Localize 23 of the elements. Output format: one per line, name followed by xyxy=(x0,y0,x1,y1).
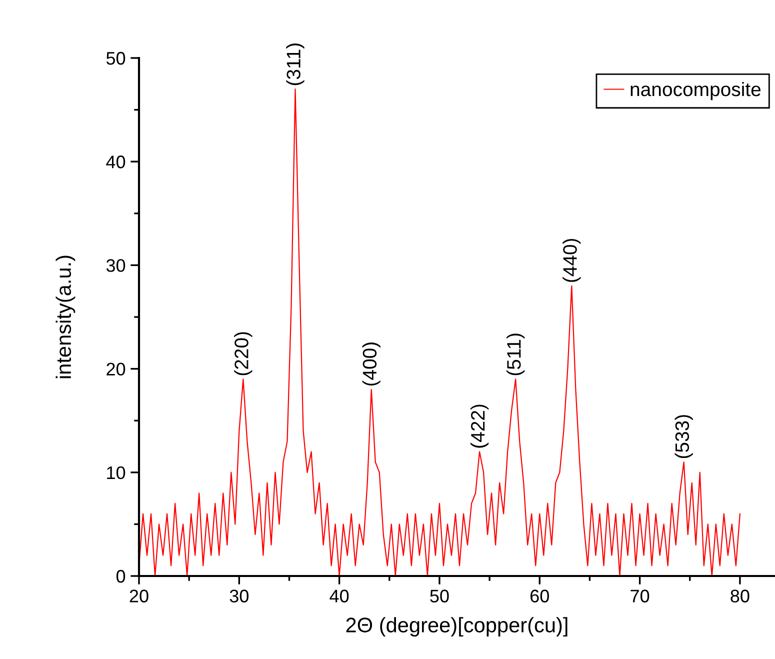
legend-label: nanocomposite xyxy=(630,82,761,100)
y-axis-title: intensity(a.u.) xyxy=(56,256,76,378)
x-axis-title: 2Θ (degree)[copper(cu)] xyxy=(346,617,568,637)
annotation: (311) xyxy=(286,44,304,86)
y-tick-label: 0 xyxy=(116,570,126,583)
annotation: (422) xyxy=(470,404,489,448)
y-tick-label: 10 xyxy=(107,466,126,480)
annotation: (440) xyxy=(562,238,581,282)
x-tick-label: 20 xyxy=(130,590,148,602)
annotation: (533) xyxy=(674,415,693,458)
annotation: (511) xyxy=(506,334,525,376)
annotation: (400) xyxy=(362,342,380,386)
x-tick-label: 40 xyxy=(330,590,349,602)
x-tick-label: 70 xyxy=(630,590,650,602)
x-tick-label: 80 xyxy=(730,590,750,602)
x-tick-label: 60 xyxy=(530,590,549,602)
y-tick-label: 50 xyxy=(106,52,126,65)
y-tick-label: 20 xyxy=(106,362,126,376)
y-tick-label: 30 xyxy=(106,259,126,272)
x-tick-label: 50 xyxy=(430,590,449,602)
x-tick-label: 30 xyxy=(230,590,248,602)
annotation: (220) xyxy=(234,332,252,376)
y-tick-label: 40 xyxy=(106,156,126,168)
